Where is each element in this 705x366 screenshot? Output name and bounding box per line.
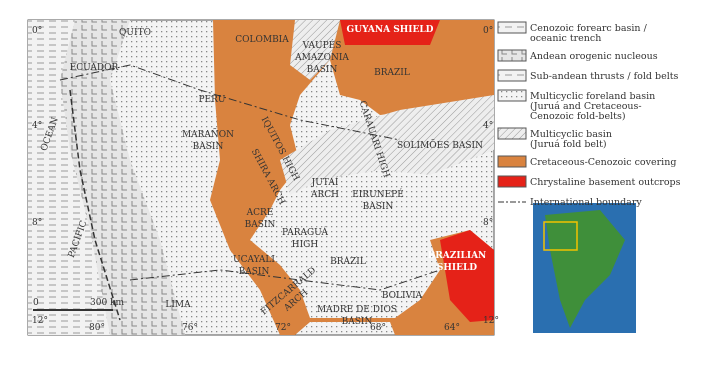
latitude-label: 8° bbox=[483, 218, 493, 228]
longitude-label: 64° bbox=[444, 323, 460, 333]
latitude-label: 4° bbox=[32, 121, 42, 131]
map-label: ARCH bbox=[310, 190, 339, 200]
map-label: ECUADOR bbox=[70, 63, 119, 73]
map-label: AMAZONIA bbox=[294, 53, 349, 63]
map-label: BRAZILIAN bbox=[428, 251, 487, 261]
legend-swatch bbox=[497, 69, 527, 82]
latitude-label: 8° bbox=[32, 218, 42, 228]
latitude-label: 0° bbox=[483, 26, 493, 36]
map-label: EIRUNEPÉ bbox=[352, 188, 404, 200]
legend-label: Multicyclic basin bbox=[530, 129, 612, 140]
map-label: VAUPÉS bbox=[302, 39, 342, 51]
cretaceous-cenozoic-covering bbox=[210, 20, 494, 335]
inset-frame bbox=[543, 221, 578, 251]
multicyclic-basin bbox=[290, 20, 340, 80]
map bbox=[27, 19, 495, 336]
legend-label: Cenozoic fold-belts) bbox=[530, 111, 626, 122]
longitude-label: 72° bbox=[275, 323, 291, 333]
map-label: GUYANA SHIELD bbox=[347, 25, 434, 35]
latitude-label: 4° bbox=[483, 121, 493, 131]
map-label: ACRE bbox=[246, 208, 274, 218]
map-label: BASIN bbox=[307, 65, 338, 75]
legend bbox=[533, 203, 636, 333]
legend-swatch bbox=[497, 89, 527, 102]
map-label: BASIN bbox=[342, 317, 373, 327]
inset-continent bbox=[545, 210, 625, 328]
map-label: HIGH bbox=[292, 240, 319, 250]
longitude-label: 68° bbox=[370, 323, 386, 333]
map-label: QUITO bbox=[119, 28, 151, 38]
boundary bbox=[129, 269, 441, 291]
trench bbox=[69, 89, 121, 321]
map-label: BOLIVIA bbox=[382, 291, 423, 301]
legend-label: oceanic trench bbox=[530, 33, 601, 44]
scale-label: 0 bbox=[33, 298, 39, 308]
legend-label: Cretaceous-Cenozoic covering bbox=[530, 157, 676, 168]
multicyclic-basin bbox=[280, 95, 494, 195]
map-label: MADRE DE DIOS bbox=[317, 305, 397, 315]
map-label: BASIN bbox=[363, 202, 394, 212]
map-label: COLOMBIA bbox=[235, 35, 289, 45]
latitude-label: 0° bbox=[32, 26, 42, 36]
legend-swatch bbox=[497, 127, 527, 140]
map-label: JUTAÍ bbox=[311, 176, 339, 188]
legend-label: International boundary bbox=[530, 197, 642, 208]
longitude-label: 76° bbox=[182, 323, 198, 333]
legend-label: (Juruá fold belt) bbox=[530, 139, 607, 150]
basement-outcrop bbox=[440, 230, 494, 322]
map-label: BASIN bbox=[193, 142, 224, 152]
map-label: BASIN bbox=[245, 220, 276, 230]
legend-swatch bbox=[497, 155, 527, 168]
andean-nucleus bbox=[60, 20, 185, 335]
latitude-label: 12° bbox=[483, 316, 499, 326]
boundary bbox=[59, 64, 401, 141]
legend-label: Andean orogenic nucleous bbox=[529, 51, 658, 62]
legend-label: Cenozoic forearc basin / bbox=[530, 23, 648, 34]
latitude-label: 12° bbox=[32, 316, 48, 326]
legend-label: Chrystaline basement outcrops bbox=[530, 177, 681, 188]
basement-outcrop bbox=[340, 20, 440, 45]
map-label: UCAYALI bbox=[233, 255, 275, 265]
legend-label: (Juruá and Cretaceous- bbox=[530, 101, 642, 112]
map-label: BRAZIL bbox=[330, 257, 366, 267]
longitude-label: 80° bbox=[89, 323, 105, 333]
legend-swatch bbox=[497, 49, 527, 62]
map-label: MARAÑON bbox=[182, 128, 234, 140]
map-label: BRAZIL bbox=[374, 68, 410, 78]
legend-label: Sub-andean thrusts / fold belts bbox=[530, 71, 679, 82]
legend-swatch bbox=[497, 21, 527, 34]
map-label: LIMA bbox=[165, 300, 191, 310]
legend-swatch bbox=[497, 175, 527, 188]
forearc bbox=[28, 20, 110, 335]
scale-label: 300 km bbox=[90, 298, 124, 308]
legend-label: Multicyclic foreland basin bbox=[530, 91, 655, 102]
map-label: PARAGUÁ bbox=[282, 226, 329, 238]
map-label: BASIN bbox=[239, 267, 270, 277]
map-label: PERU bbox=[199, 95, 226, 105]
map-label: SOLIMÕES BASIN bbox=[397, 139, 483, 151]
map-label: SHIELD bbox=[437, 263, 477, 273]
